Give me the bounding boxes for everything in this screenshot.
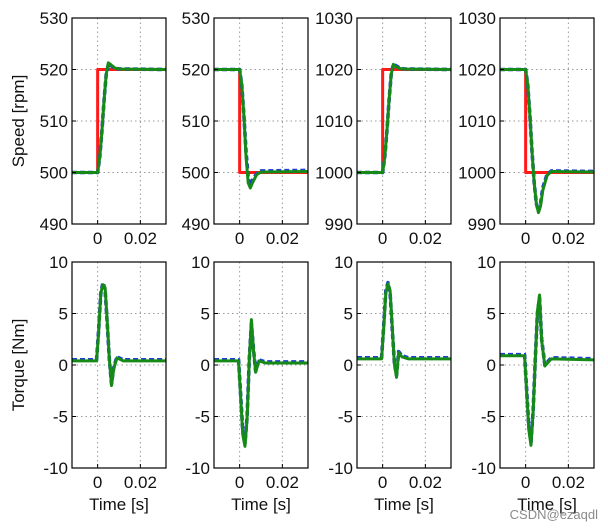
y-axis-label: Torque [Nm] [9, 319, 28, 412]
plot-area [72, 18, 166, 224]
y-tick-label: 0 [487, 356, 496, 375]
plot-area [500, 18, 594, 224]
y-tick-label: -10 [185, 459, 210, 478]
y-tick-label: -5 [53, 408, 68, 427]
y-tick-label: 10 [477, 253, 496, 272]
y-tick-label: -10 [471, 459, 496, 478]
chart-panel-torque-step-down-1020: 0 0.02 -10 -5 0 5 10 Time [s] [471, 253, 595, 514]
y-tick-label: 1030 [458, 9, 496, 28]
chart-panel-speed-step-down-1020: 0 0.02 990 1000 1010 1020 1030 [458, 9, 595, 248]
x-tick-label: 0 [378, 229, 387, 248]
x-tick-label: 0.02 [124, 229, 157, 248]
y-tick-label: 1020 [315, 61, 353, 80]
y-tick-label: 1020 [458, 61, 496, 80]
series-group [500, 67, 594, 215]
watermark: CSDN@ezaqdl [509, 507, 598, 522]
plot-area [357, 262, 451, 468]
series-line-green [214, 318, 308, 448]
chart-panel-speed-step-up-500: 0 0.02 490 500 510 520 530 Speed [rpm] [9, 9, 167, 248]
y-tick-label: 0 [201, 356, 210, 375]
x-axis-label: Time [s] [374, 495, 434, 514]
chart-panel-torque-step-down-520: 0 0.02 -10 -5 0 5 10 Time [s] [185, 253, 309, 514]
x-tick-label: 0.02 [266, 473, 299, 492]
chart-panel-torque-step-up-1000: 0 0.02 -10 -5 0 5 10 Time [s] [328, 253, 452, 514]
y-tick-label: 490 [40, 215, 68, 234]
series-group [357, 62, 451, 175]
x-axis-label: Time [s] [231, 495, 291, 514]
y-tick-label: 10 [334, 253, 353, 272]
plot-area [214, 18, 308, 224]
y-tick-label: -10 [43, 459, 68, 478]
x-tick-label: 0.02 [552, 229, 585, 248]
y-tick-label: 0 [59, 356, 68, 375]
y-tick-label: 0 [344, 356, 353, 375]
series-line-green [500, 68, 594, 215]
y-tick-label: 500 [182, 164, 210, 183]
x-tick-label: 0 [93, 473, 102, 492]
series-line-green [357, 62, 451, 174]
y-tick-label: 1010 [315, 112, 353, 131]
chart-panel-speed-step-down-520: 0 0.02 490 500 510 520 530 [182, 9, 309, 248]
y-tick-label: 1010 [458, 112, 496, 131]
y-axis-label: Speed [rpm] [9, 75, 28, 168]
series-line-green [500, 293, 594, 447]
y-tick-label: -5 [481, 408, 496, 427]
y-tick-label: 990 [325, 215, 353, 234]
plot-area [214, 262, 308, 468]
chart-panel-speed-step-up-1000: 0 0.02 990 1000 1010 1020 1030 [315, 9, 452, 248]
x-axis-label: Time [s] [517, 495, 577, 514]
y-tick-label: -5 [195, 408, 210, 427]
x-tick-label: 0 [93, 229, 102, 248]
x-tick-label: 0.02 [552, 473, 585, 492]
y-tick-label: 10 [191, 253, 210, 272]
y-tick-label: 5 [487, 305, 496, 324]
series-group [357, 280, 451, 379]
y-tick-label: 1030 [315, 9, 353, 28]
y-tick-label: -5 [338, 408, 353, 427]
y-tick-label: 10 [49, 253, 68, 272]
y-tick-label: 5 [59, 305, 68, 324]
series-group [72, 61, 166, 175]
y-tick-label: 520 [182, 61, 210, 80]
x-tick-label: 0 [235, 229, 244, 248]
y-tick-label: 500 [40, 164, 68, 183]
series-group [214, 318, 308, 448]
y-tick-label: 1000 [315, 164, 353, 183]
y-tick-label: 510 [40, 112, 68, 131]
x-axis-label: Time [s] [89, 495, 149, 514]
series-line-green [357, 282, 451, 379]
y-tick-label: 5 [201, 305, 210, 324]
y-tick-label: 530 [182, 9, 210, 28]
x-tick-label: 0.02 [266, 229, 299, 248]
x-tick-label: 0 [235, 473, 244, 492]
y-tick-label: 990 [468, 215, 496, 234]
x-tick-label: 0 [378, 473, 387, 492]
y-tick-label: 5 [344, 305, 353, 324]
y-tick-label: -10 [328, 459, 353, 478]
x-tick-label: 0.02 [409, 473, 442, 492]
series-group [214, 67, 308, 190]
series-line-green [72, 61, 166, 174]
series-line-green [72, 283, 166, 388]
y-tick-label: 490 [182, 215, 210, 234]
y-tick-label: 1000 [458, 164, 496, 183]
x-tick-label: 0 [521, 473, 530, 492]
y-tick-label: 510 [182, 112, 210, 131]
y-tick-label: 530 [40, 9, 68, 28]
x-tick-label: 0 [521, 229, 530, 248]
series-group [500, 293, 594, 447]
y-tick-label: 520 [40, 61, 68, 80]
chart-panel-torque-step-up-500: 0 0.02 -10 -5 0 5 10 Torque [Nm] Time [s] [9, 253, 167, 514]
series-line-green [214, 68, 308, 190]
x-tick-label: 0.02 [124, 473, 157, 492]
plot-area [72, 262, 166, 468]
series-group [72, 280, 166, 388]
x-tick-label: 0.02 [409, 229, 442, 248]
plot-area [357, 18, 451, 224]
